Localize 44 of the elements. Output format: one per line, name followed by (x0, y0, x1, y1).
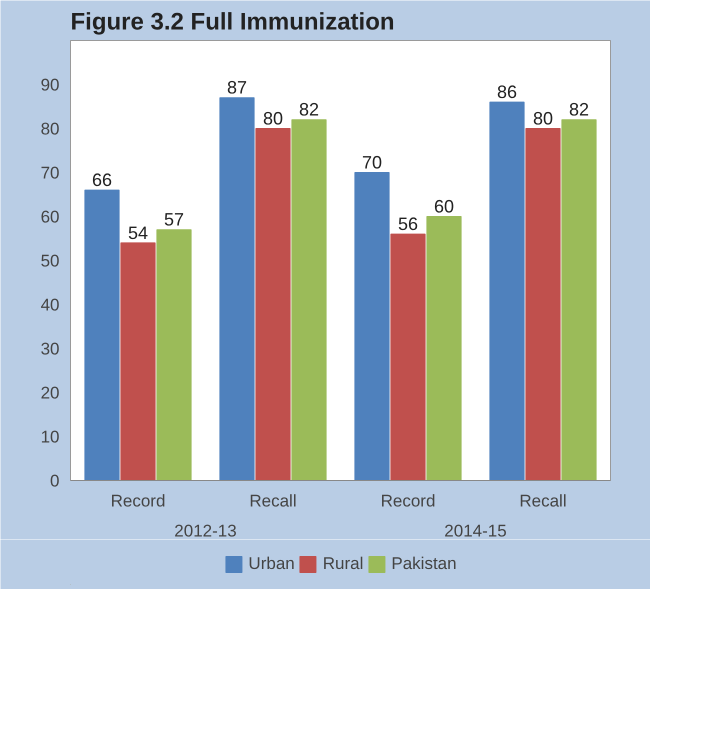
bar (291, 119, 327, 480)
data-label: 56 (398, 214, 418, 234)
y-tick-label: 80 (40, 120, 60, 138)
y-tick-label: 60 (40, 208, 60, 226)
legend-label: Urban (248, 554, 295, 574)
data-label: 80 (262, 108, 284, 128)
bar (525, 128, 561, 480)
bar (120, 242, 156, 480)
bar (354, 172, 390, 480)
y-tick-label: 10 (40, 428, 60, 446)
y-tick-label: 20 (40, 384, 60, 402)
bar (390, 234, 426, 480)
y-tick-label: 70 (40, 164, 60, 182)
data-label: 86 (496, 82, 518, 102)
y-tick-label: 30 (40, 340, 60, 358)
bar (489, 102, 525, 480)
data-label: 66 (92, 170, 112, 190)
bar (219, 97, 255, 480)
data-label: 70 (362, 152, 382, 172)
text: 2014-15 (444, 522, 507, 540)
legend-label: Rural (322, 554, 364, 574)
x-tick-label: Record (380, 492, 436, 510)
bar (156, 229, 192, 480)
data-label: 87 (226, 78, 248, 98)
data-label: 57 (164, 210, 184, 230)
chart-title: Figure 3.2 Full Immunization (70, 8, 395, 36)
bar (561, 119, 597, 480)
x-tick-label: Recall (519, 492, 567, 510)
y-tick-label: 0 (50, 472, 60, 490)
y-tick-label: 50 (40, 252, 60, 270)
bar (255, 128, 291, 480)
data-label: 82 (568, 100, 590, 120)
text: 2012-13 (174, 522, 237, 540)
data-label: 60 (434, 196, 454, 216)
y-tick-label: 40 (40, 296, 60, 314)
bar (84, 190, 120, 480)
data-label: 82 (298, 100, 320, 120)
data-label: 80 (532, 108, 554, 128)
bar (426, 216, 462, 480)
x-tick-label: Record (110, 492, 166, 510)
y-tick-label: 90 (40, 76, 60, 94)
legend-label: Pakistan (391, 554, 457, 574)
data-label: 54 (128, 222, 148, 243)
x-tick-label: Recall (249, 492, 297, 510)
